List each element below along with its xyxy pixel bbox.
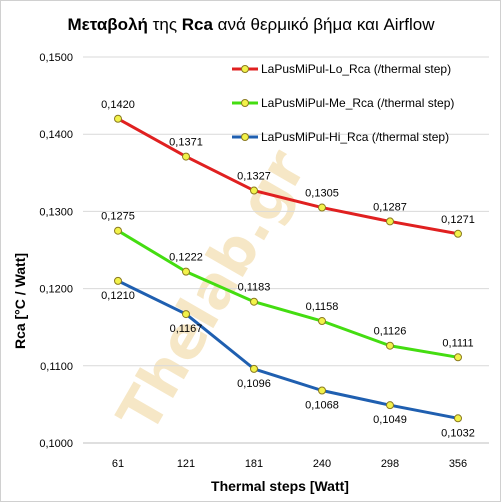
data-point [114,114,122,123]
data-point [250,297,258,306]
data-label: 0,1032 [441,427,475,439]
x-tick-label: 356 [449,458,467,470]
data-label: 0,1183 [238,282,271,294]
y-tick-label: 0,1100 [40,361,73,373]
x-tick-label: 121 [177,458,195,470]
legend: LaPusMiPul-Lo_Rca (/thermal step) LaPusMi… [232,62,454,144]
data-point [182,267,190,276]
data-point [250,364,258,373]
data-label: 0,1158 [306,301,339,313]
legend-entry: LaPusMiPul-Me_Rca (/thermal step) [261,96,454,110]
data-label: 0,1287 [373,201,407,213]
x-tick-label: 181 [245,458,263,470]
data-point [250,186,258,195]
data-point [318,386,326,395]
data-label: 0,1210 [101,290,135,302]
data-point [454,414,462,423]
data-point [114,226,122,235]
x-axis-title: Thermal steps [Watt] [211,478,349,494]
series-line [117,229,459,359]
title-part-bold1: Μεταβολή [68,15,148,34]
gridlines [83,56,489,444]
data-label: 0,1420 [101,99,135,111]
x-tick-label: 240 [313,458,331,470]
data-point [114,276,122,285]
y-axis-title: Rca [°C / Watt] [12,253,28,349]
data-point [386,217,394,226]
data-label: 0,1305 [305,188,339,200]
data-label: 0,1126 [374,326,407,338]
legend-entry: LaPusMiPul-Hi_Rca (/thermal step) [261,130,449,144]
data-point [386,401,394,410]
data-labels: 0,1420 0,1371 0,1327 0,1305 0,1287 0,1271 0,12… [101,99,475,440]
data-label: 0,1327 [237,171,271,183]
y-tick-label: 0,1000 [39,438,73,450]
data-label: 0,1271 [441,214,475,226]
data-point [182,152,190,161]
data-label: 0,1068 [305,400,339,412]
legend-entry: LaPusMiPul-Lo_Rca (/thermal step) [261,62,451,76]
data-point [318,203,326,212]
data-label: 0,1167 [170,323,203,335]
x-axis: 61 121 181 240 298 356 [112,458,467,470]
data-label: 0,1275 [101,211,135,223]
series-line [117,279,459,420]
y-tick-label: 0,1200 [39,284,73,296]
data-label: 0,1111 [442,337,473,349]
legend-swatch-marker [241,65,249,73]
title-part-normal1: της [148,15,182,34]
series-lines [114,114,462,423]
title-part-normal2: ανά θερμικό βήμα και Airflow [213,15,435,34]
data-label: 0,1096 [237,378,271,390]
data-label: 0,1222 [169,252,203,264]
data-point [454,353,462,362]
data-point [386,341,394,350]
y-tick-label: 0,1500 [39,52,73,64]
y-axis: 0,1000 0,1100 0,1200 0,1300 0,1400 0,1500 [39,52,73,450]
x-tick-label: 298 [381,458,399,470]
title-part-bold2: Rca [182,15,214,34]
legend-swatch-marker [241,133,249,141]
data-point [454,229,462,238]
x-tick-label: 61 [112,458,124,470]
legend-swatch-marker [241,99,249,107]
data-point [182,310,190,319]
data-label: 0,1371 [169,137,203,149]
series-line [117,117,459,236]
y-tick-label: 0,1400 [39,129,73,141]
chart-title: Μεταβολή της Rca ανά θερμικό βήμα και Ai… [68,15,436,34]
data-label: 0,1049 [373,414,407,426]
data-point [318,317,326,326]
y-tick-label: 0,1300 [39,206,73,218]
